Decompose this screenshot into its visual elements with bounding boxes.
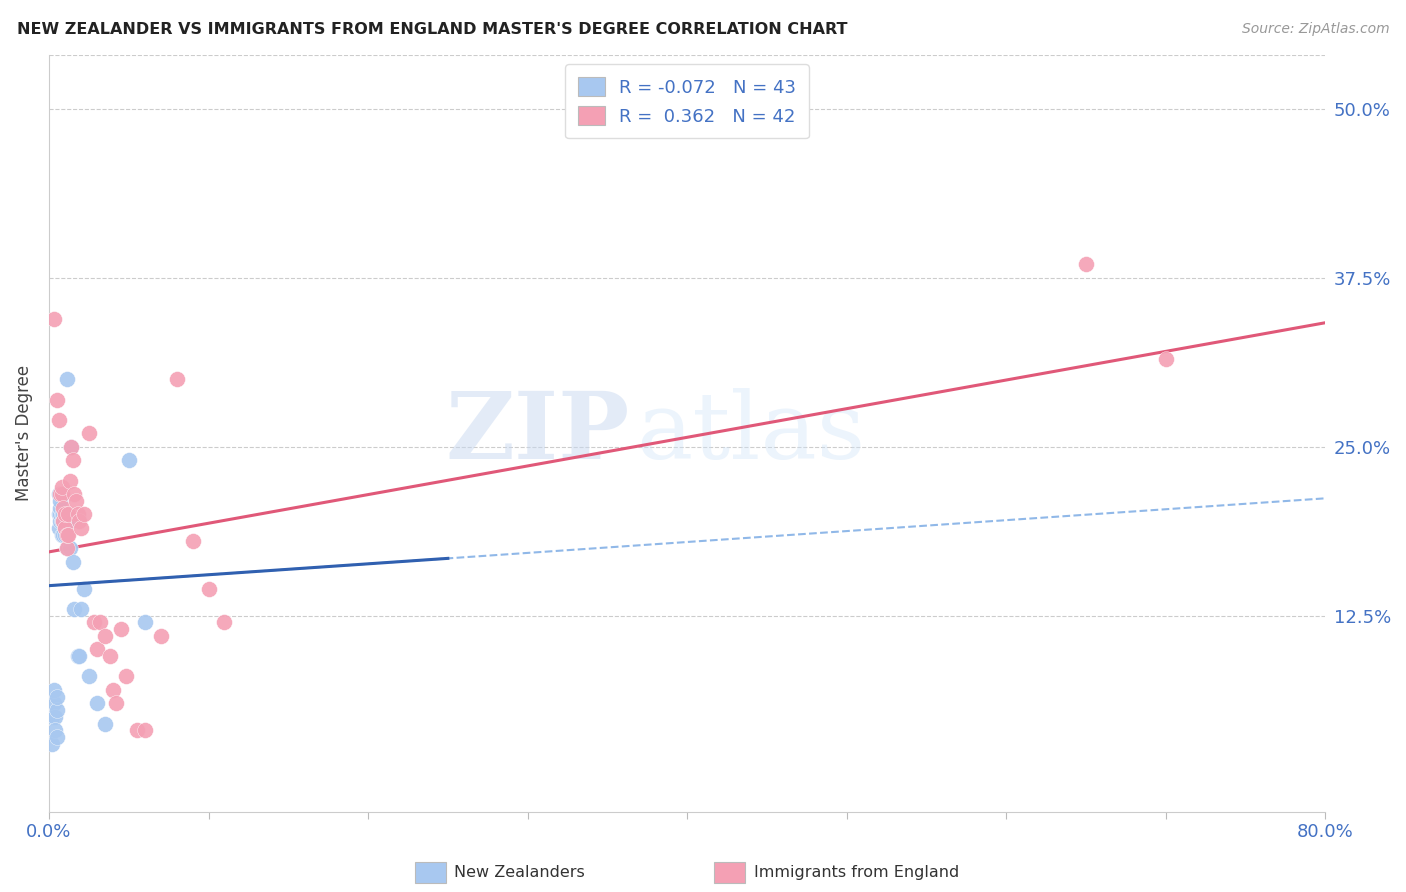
- Point: [166, 372, 188, 386]
- Point: [125, 723, 148, 738]
- Text: NEW ZEALANDER VS IMMIGRANTS FROM ENGLAND MASTER'S DEGREE CORRELATION CHART: NEW ZEALANDER VS IMMIGRANTS FROM ENGLAND…: [17, 22, 848, 37]
- Point: [59, 541, 82, 556]
- Point: [65, 494, 87, 508]
- Point: [41, 737, 63, 751]
- Point: [52, 527, 75, 541]
- Point: [51, 508, 73, 522]
- Point: [53, 521, 76, 535]
- Text: Source: ZipAtlas.com: Source: ZipAtlas.com: [1241, 22, 1389, 37]
- Point: [46, 392, 69, 407]
- Point: [94, 629, 117, 643]
- Point: [42, 697, 65, 711]
- Point: [86, 697, 108, 711]
- Point: [49, 494, 72, 508]
- Point: [41, 710, 63, 724]
- Point: [53, 508, 76, 522]
- Point: [49, 487, 72, 501]
- Point: [110, 622, 132, 636]
- Point: [104, 697, 127, 711]
- Point: [48, 413, 70, 427]
- Point: [118, 453, 141, 467]
- Point: [73, 582, 96, 596]
- Point: [62, 453, 84, 467]
- Point: [55, 527, 77, 541]
- Text: Immigrants from England: Immigrants from England: [754, 865, 959, 880]
- Text: atlas: atlas: [636, 388, 865, 478]
- Point: [46, 690, 69, 704]
- Point: [51, 527, 73, 541]
- Point: [52, 514, 75, 528]
- Point: [60, 440, 83, 454]
- Point: [49, 514, 72, 528]
- Point: [67, 514, 90, 528]
- Point: [73, 508, 96, 522]
- Point: [56, 527, 79, 541]
- Point: [83, 615, 105, 630]
- Point: [70, 521, 93, 535]
- Point: [197, 582, 219, 596]
- Point: [53, 521, 76, 535]
- Point: [134, 723, 156, 738]
- Point: [70, 602, 93, 616]
- Point: [181, 534, 204, 549]
- Point: [53, 514, 76, 528]
- Point: [101, 682, 124, 697]
- Point: [44, 723, 66, 738]
- Point: [77, 426, 100, 441]
- Point: [49, 500, 72, 515]
- Point: [53, 527, 76, 541]
- Point: [55, 541, 77, 556]
- Text: ZIP: ZIP: [446, 388, 630, 478]
- Point: [55, 541, 77, 556]
- Point: [1074, 258, 1097, 272]
- Point: [62, 555, 84, 569]
- Point: [48, 508, 70, 522]
- Point: [149, 629, 172, 643]
- Point: [44, 710, 66, 724]
- Point: [66, 649, 89, 664]
- Point: [52, 500, 75, 515]
- Point: [48, 521, 70, 535]
- Point: [114, 669, 136, 683]
- Y-axis label: Master's Degree: Master's Degree: [15, 365, 32, 501]
- Point: [214, 615, 236, 630]
- Point: [51, 514, 73, 528]
- Point: [86, 642, 108, 657]
- Point: [89, 615, 111, 630]
- Point: [52, 508, 75, 522]
- Point: [67, 649, 90, 664]
- Point: [42, 682, 65, 697]
- Point: [42, 311, 65, 326]
- Point: [94, 716, 117, 731]
- Point: [49, 508, 72, 522]
- Point: [134, 615, 156, 630]
- Point: [66, 508, 89, 522]
- Point: [46, 703, 69, 717]
- Point: [98, 649, 121, 664]
- Point: [59, 474, 82, 488]
- Text: New Zealanders: New Zealanders: [454, 865, 585, 880]
- Point: [56, 508, 79, 522]
- Point: [63, 487, 86, 501]
- Point: [77, 669, 100, 683]
- Legend: R = -0.072   N = 43, R =  0.362   N = 42: R = -0.072 N = 43, R = 0.362 N = 42: [565, 64, 808, 138]
- Point: [60, 440, 83, 454]
- Point: [56, 541, 79, 556]
- Point: [1154, 352, 1177, 367]
- Point: [63, 602, 86, 616]
- Point: [55, 372, 77, 386]
- Point: [52, 514, 75, 528]
- Point: [51, 480, 73, 494]
- Point: [53, 508, 76, 522]
- Point: [51, 487, 73, 501]
- Point: [48, 487, 70, 501]
- Point: [46, 730, 69, 744]
- Point: [59, 514, 82, 528]
